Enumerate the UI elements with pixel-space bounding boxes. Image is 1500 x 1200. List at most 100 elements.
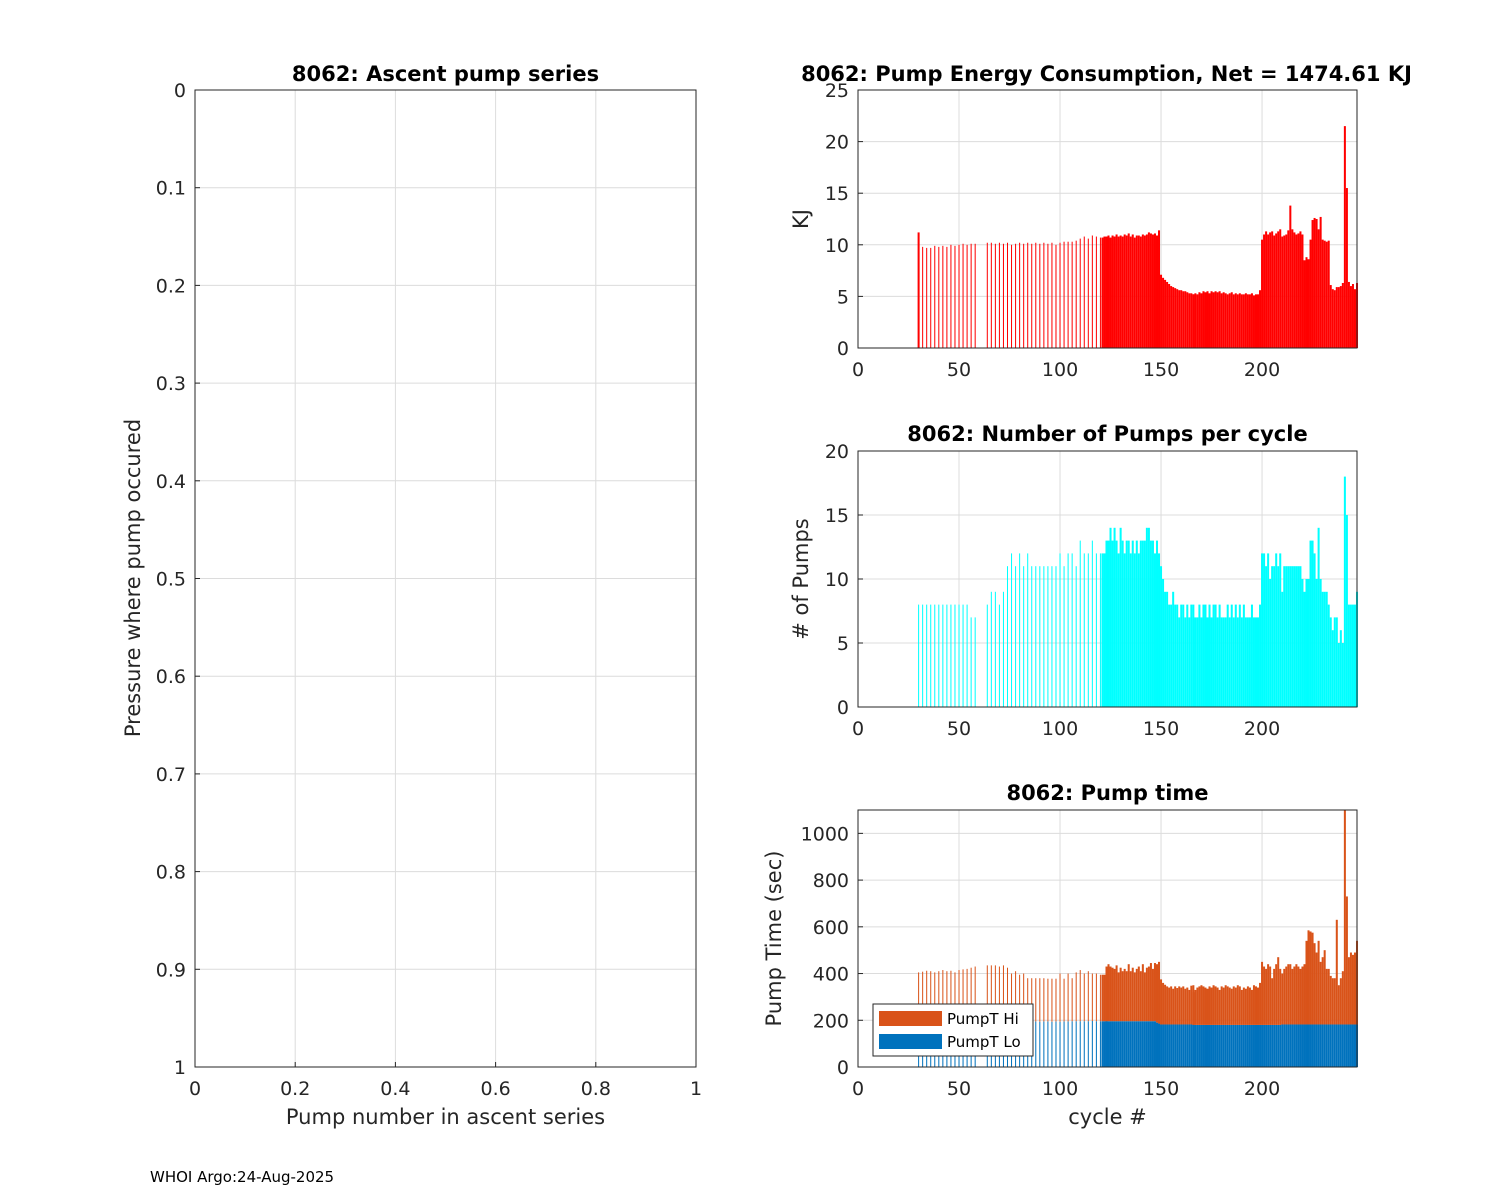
time-bar-hi [1224, 985, 1227, 1025]
energy-bar [1337, 287, 1340, 348]
energy-bar [1238, 293, 1241, 348]
time-bar-hi [1216, 987, 1219, 1025]
energy-bar [1236, 294, 1239, 348]
energy-bar [1240, 294, 1243, 348]
time-bar-hi [922, 971, 924, 1020]
time-bar-lo [1095, 1021, 1097, 1067]
energy-bar [1087, 238, 1089, 348]
energy-bar [1289, 205, 1292, 348]
time-xtick-label: 0 [852, 1078, 864, 1100]
pumps-bar [1162, 579, 1165, 707]
energy-box [857, 89, 1358, 349]
pumps-bar [1015, 566, 1017, 707]
ascent-xtick-label: 0.6 [480, 1078, 510, 1100]
ascent-ytick-label: 1 [174, 1057, 186, 1079]
energy-bar [1293, 232, 1296, 348]
pumps-bar [1002, 591, 1004, 707]
energy-bar [1155, 235, 1159, 348]
time-bar-lo [1353, 1024, 1356, 1067]
energy-bar [1015, 243, 1017, 348]
energy-bar [1232, 294, 1235, 348]
pumps-bar [1351, 604, 1354, 707]
energy-bar [1319, 216, 1322, 348]
time-bar-lo [1230, 1024, 1233, 1067]
time-bar-hi [1349, 952, 1352, 1025]
energy-bar [1172, 287, 1175, 348]
pumps-bar [1307, 579, 1310, 707]
pumps-bar [1184, 617, 1187, 707]
pumps-bar [1269, 579, 1272, 707]
pumps-bar [1279, 553, 1282, 707]
time-bar-hi [1123, 968, 1126, 1022]
pumps-bar [1277, 566, 1280, 707]
time-bar-hi [1113, 968, 1116, 1022]
energy-bar [1327, 240, 1330, 348]
pumps-ytick-label: 10 [825, 569, 849, 591]
time-bar-hi [934, 972, 936, 1021]
time-bar-hi [1329, 975, 1332, 1025]
ascent-axes [194, 89, 697, 1068]
time-bar-hi [1109, 966, 1112, 1022]
time-bar-hi [1238, 986, 1241, 1025]
pumps-bar [1117, 553, 1120, 707]
time-bar-hi [1111, 967, 1114, 1022]
energy-bar [1275, 233, 1278, 348]
time-bar-hi [1182, 986, 1185, 1025]
time-bar-hi [1186, 987, 1189, 1025]
pumps-bar [1208, 604, 1211, 707]
pumps-bar [934, 604, 936, 707]
energy-bar [1095, 236, 1097, 348]
time-ytick-label: 800 [813, 870, 849, 892]
pumps-bar [950, 604, 952, 707]
pumps-bar [1228, 617, 1231, 707]
pumps-bar [1230, 604, 1233, 707]
time-bar-lo [1107, 1021, 1110, 1067]
time-bar-hi [1071, 978, 1073, 1022]
time-bar-lo [1184, 1024, 1187, 1067]
time-bar-lo [1218, 1024, 1221, 1067]
energy-bar [950, 244, 952, 348]
energy-bar [1103, 236, 1106, 348]
pumps-bar [1210, 617, 1213, 707]
energy-bar [1059, 242, 1061, 348]
energy-bar [1137, 235, 1140, 348]
pumps-bar [1313, 553, 1316, 707]
time-bar-hi [1265, 968, 1268, 1025]
time-bar-hi [1291, 968, 1294, 1025]
time-bar-lo [1194, 1024, 1197, 1067]
time-bar-lo [1311, 1024, 1314, 1067]
time-bar-lo [1071, 1021, 1073, 1067]
energy-bar [934, 245, 936, 348]
time-bar-hi [1031, 978, 1033, 1022]
time-bar-lo [1244, 1024, 1247, 1067]
time-bar-lo [1339, 1024, 1342, 1067]
time-bar-lo [1103, 1021, 1106, 1067]
ascent-ytick-label: 0.1 [156, 178, 186, 200]
pumps-bar [1083, 553, 1085, 707]
pumps-bar [1170, 604, 1173, 707]
energy-bar [1190, 293, 1193, 348]
time-bar-lo [1105, 1021, 1108, 1067]
pumps-bar [1055, 566, 1057, 707]
pumps-bar [986, 604, 988, 707]
time-bar-lo [1155, 1022, 1159, 1067]
time-bar-hi [1273, 968, 1276, 1025]
time-bar-hi [1015, 971, 1017, 1022]
energy-bar [1271, 231, 1274, 348]
energy-bar [1261, 239, 1264, 348]
pumps-bar [1196, 617, 1199, 707]
time-bar-lo [1341, 1024, 1344, 1067]
time-bar-hi [1303, 964, 1306, 1025]
time-bar-hi [1011, 973, 1013, 1022]
energy-ytick-label: 0 [837, 338, 849, 360]
pumps-bar [1188, 617, 1191, 707]
ascent-ytick-label: 0.9 [156, 959, 186, 981]
pumps-bar [1079, 540, 1081, 707]
ascent-ytick-label: 0 [174, 80, 186, 102]
energy-bar [1105, 236, 1108, 348]
energy-bar [1051, 242, 1053, 348]
pumps-bar [1131, 540, 1134, 707]
pumps-bar [1220, 617, 1223, 707]
time-bar-lo [1178, 1024, 1181, 1067]
time-bar-hi [1153, 963, 1156, 1022]
